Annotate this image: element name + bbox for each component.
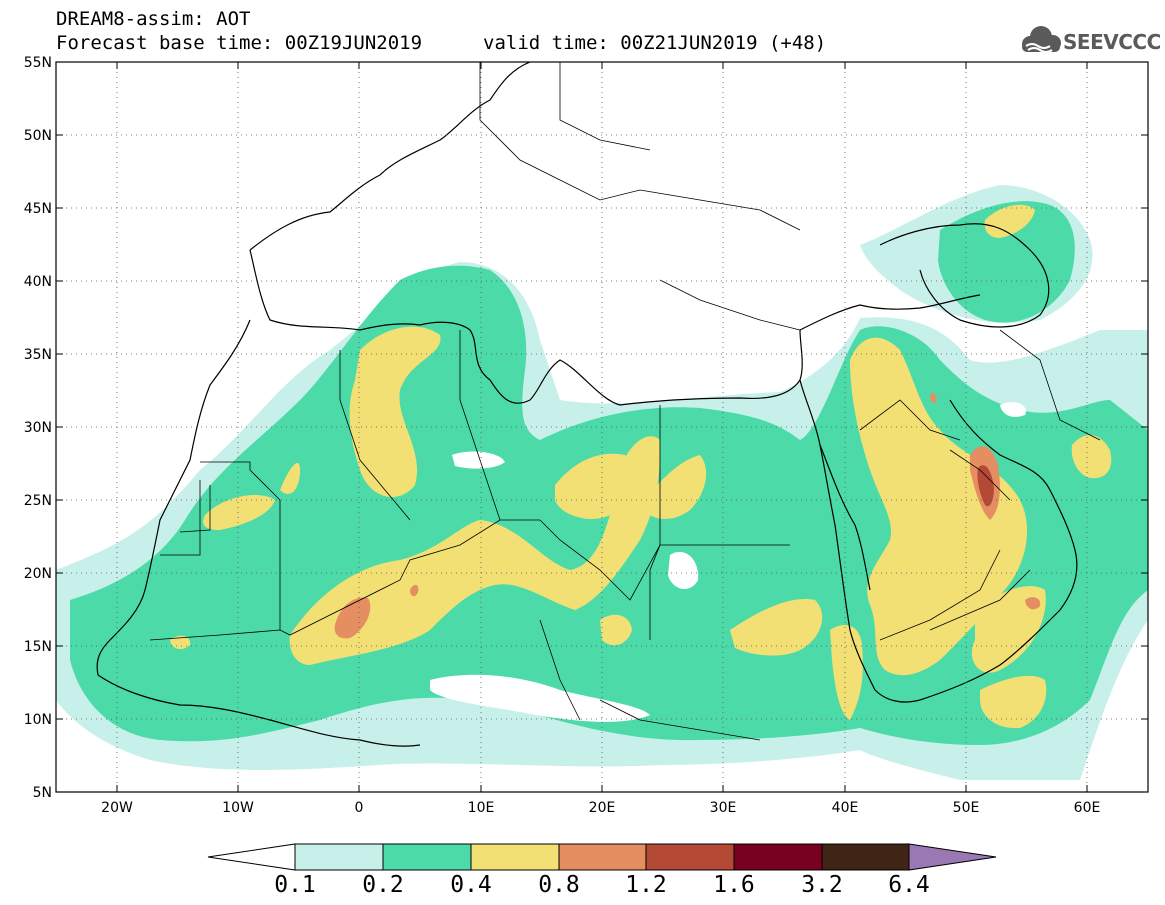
- colorbar-over: [908, 843, 997, 871]
- colorbar-bin-6: [733, 843, 823, 871]
- colorbar-label: 0.4: [450, 872, 492, 898]
- colorbar-bin-3: [470, 843, 560, 871]
- aot-gaps: [430, 402, 1026, 722]
- colorbar-label: 0.1: [274, 872, 316, 898]
- lat-label: 35N: [23, 347, 52, 363]
- borders: [149, 62, 1101, 741]
- graticule: [56, 62, 1148, 792]
- lat-label: 55N: [23, 55, 52, 71]
- lon-label: 10W: [222, 800, 254, 816]
- colorbar-label: 0.8: [538, 872, 580, 898]
- lat-label: 40N: [23, 274, 52, 290]
- lat-label: 50N: [23, 128, 52, 144]
- cloud-icon: [1022, 26, 1061, 53]
- axis-ticks: [56, 62, 1148, 792]
- lon-label: 0: [354, 800, 364, 816]
- title-product: DREAM8-assim: AOT: [56, 8, 251, 30]
- lon-label: 60E: [1073, 800, 1101, 816]
- lon-label: 30E: [709, 800, 737, 816]
- colorbar-label: 3.2: [801, 872, 843, 898]
- colorbar-bin-7: [821, 843, 910, 871]
- lon-label: 10E: [467, 800, 495, 816]
- aot-level-0.4: [170, 204, 1112, 729]
- colorbar-bin-2: [382, 843, 472, 871]
- lon-label: 40E: [831, 800, 859, 816]
- lat-label: 30N: [23, 420, 52, 436]
- colorbar-bin-4: [558, 843, 647, 871]
- colorbar-bin-5: [645, 843, 735, 871]
- lat-label: 10N: [23, 712, 52, 728]
- lat-label: 5N: [32, 785, 52, 801]
- title-valid-time: valid time: 00Z21JUN2019 (+48): [483, 32, 827, 54]
- aot-level-1.2: [977, 465, 994, 507]
- coastlines: [96, 62, 1078, 747]
- colorbar-bin-1: [294, 843, 384, 871]
- lon-label: 20W: [101, 800, 133, 816]
- lat-label: 15N: [23, 639, 52, 655]
- aot-field: [56, 62, 1148, 792]
- logo-text: SEEVCCC: [1063, 30, 1161, 54]
- colorbar-label: 0.2: [362, 872, 404, 898]
- lon-label: 20E: [588, 800, 616, 816]
- colorbar-label: 1.2: [625, 872, 667, 898]
- colorbar-under: [207, 843, 296, 871]
- title-base-time: Forecast base time: 00Z19JUN2019: [56, 32, 423, 54]
- colorbar: [207, 843, 997, 871]
- colorbar-label: 1.6: [713, 872, 755, 898]
- lon-label: 50E: [952, 800, 980, 816]
- lat-label: 20N: [23, 566, 52, 582]
- lat-label: 45N: [23, 201, 52, 217]
- colorbar-label: 6.4: [888, 872, 930, 898]
- lat-label: 25N: [23, 493, 52, 509]
